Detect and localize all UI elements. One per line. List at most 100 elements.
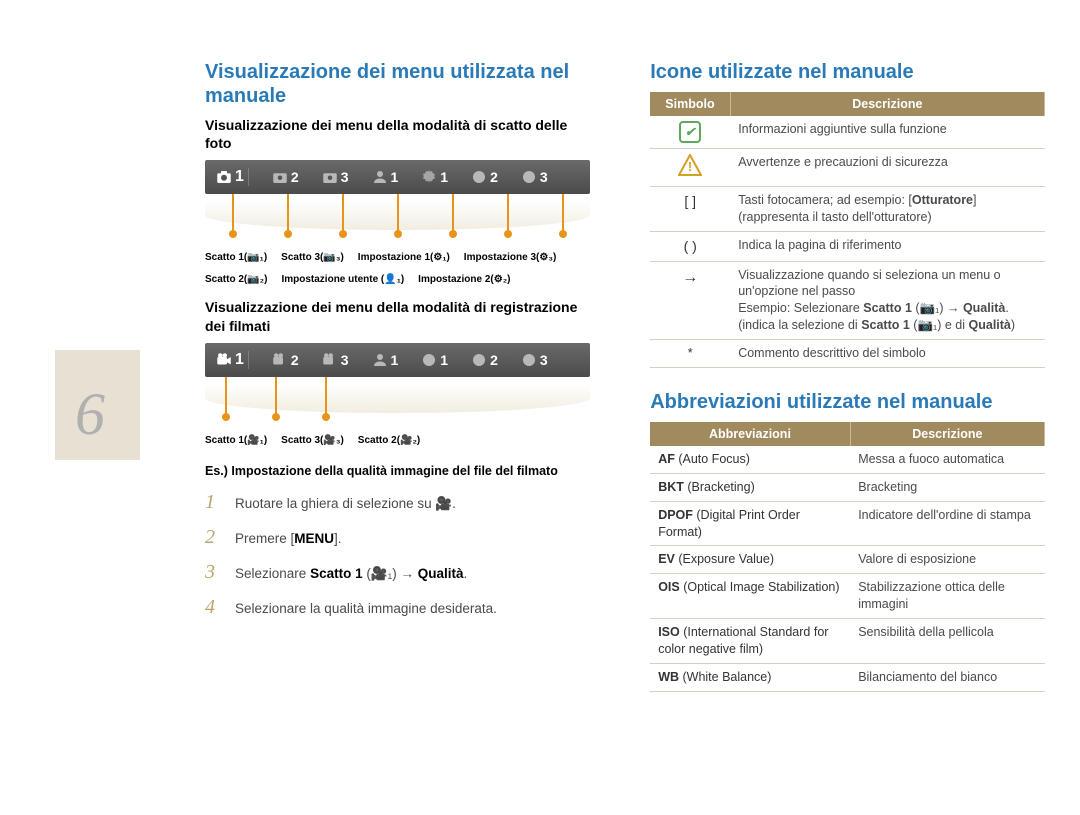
video-label: Scatto 3(🎥₃) (281, 433, 344, 449)
example-heading: Es.) Impostazione della qualità immagine… (205, 463, 590, 479)
video-pointer-row (205, 381, 590, 431)
step-number: 3 (205, 561, 221, 584)
page-number: 6 (75, 380, 105, 449)
video-menu-bar: 1 2 3 1 1 2 3 (205, 343, 590, 377)
step-text: Selezionare la qualità immagine desidera… (235, 601, 497, 616)
gear-icon (420, 351, 438, 369)
step-number: 2 (205, 526, 221, 549)
menu-item-vgear2: 2 (470, 351, 498, 369)
icons-symbol-cell: [ ] (650, 186, 730, 231)
abbrev-desc-cell: Sensibilità della pellicola (850, 619, 1044, 664)
abbrev-desc-cell: Stabilizzazione ottica delle immagini (850, 574, 1044, 619)
icons-symbol-cell: → (650, 261, 730, 340)
right-column: Icone utilizzate nel manuale Simbolo Des… (650, 60, 1045, 692)
icons-row: ! Avvertenze e precauzioni di sicurezza (650, 149, 1044, 187)
abbrev-row: AF (Auto Focus)Messa a fuoco automatica (650, 446, 1044, 473)
abbrev-cell: AF (Auto Focus) (650, 446, 850, 473)
abbrev-desc-cell: Bilanciamento del bianco (850, 663, 1044, 691)
step-item: 3 Selezionare Scatto 1 (🎥₁) → Qualità. (205, 561, 590, 584)
icons-desc-cell: Commento descrittivo del simbolo (730, 340, 1044, 368)
menu-item-vgear3: 3 (520, 351, 548, 369)
menu-item-camera2: 2 (271, 168, 299, 186)
photo-label: Scatto 2(📷₂) (205, 272, 267, 288)
abbrev-row: WB (White Balance)Bilanciamento del bian… (650, 663, 1044, 691)
photo-labels: Scatto 1(📷₁)Scatto 3(📷₃)Impostazione 1(⚙… (205, 250, 590, 288)
abbrev-row: DPOF (Digital Print Order Format)Indicat… (650, 501, 1044, 546)
step-number: 1 (205, 491, 221, 514)
icons-th-symbol: Simbolo (650, 92, 730, 116)
photo-label: Impostazione 2(⚙₂) (418, 272, 510, 288)
video-icon (215, 351, 233, 369)
menu-item-user1: 1 (371, 168, 399, 186)
step-text: Selezionare Scatto 1 (🎥₁) → Qualità. (235, 566, 467, 582)
abbrev-cell: OIS (Optical Image Stabilization) (650, 574, 850, 619)
icons-th-desc: Descrizione (730, 92, 1044, 116)
icons-row: ✔Informazioni aggiuntive sulla funzione (650, 116, 1044, 149)
icons-table: Simbolo Descrizione ✔Informazioni aggiun… (650, 92, 1045, 368)
icons-symbol-cell: ✔ (650, 116, 730, 149)
step-item: 1 Ruotare la ghiera di selezione su 🎥. (205, 491, 590, 514)
section2-heading: Visualizzazione dei menu della modalità … (205, 298, 590, 334)
photo-label: Impostazione 1(⚙₁) (358, 250, 450, 266)
abbrev-title: Abbreviazioni utilizzate nel manuale (650, 390, 1045, 414)
icons-symbol-cell: ! (650, 149, 730, 187)
video-icon (321, 351, 339, 369)
icons-desc-cell: Visualizzazione quando si seleziona un m… (730, 261, 1044, 340)
abbrev-cell: DPOF (Digital Print Order Format) (650, 501, 850, 546)
menu-item-gear1: 1 (420, 168, 448, 186)
step-text: Ruotare la ghiera di selezione su 🎥. (235, 496, 456, 512)
step-text: Premere [MENU]. (235, 531, 342, 546)
menu-item-camera3: 3 (321, 168, 349, 186)
icons-row: →Visualizzazione quando si seleziona un … (650, 261, 1044, 340)
step-item: 4 Selezionare la qualità immagine desider… (205, 596, 590, 619)
step-item: 2 Premere [MENU]. (205, 526, 590, 549)
icons-desc-cell: Tasti fotocamera; ad esempio: [Otturator… (730, 186, 1044, 231)
video-label: Scatto 1(🎥₁) (205, 433, 267, 449)
photo-label: Scatto 3(📷₃) (281, 250, 344, 266)
menu-item-video3: 3 (321, 351, 349, 369)
menu-item-camera1: 1 (215, 168, 249, 186)
icons-symbol-cell: * (650, 340, 730, 368)
gear-icon (520, 168, 538, 186)
abbrev-table: Abbreviazioni Descrizione AF (Auto Focus… (650, 422, 1045, 692)
abbrev-desc-cell: Valore di esposizione (850, 546, 1044, 574)
icons-desc-cell: Informazioni aggiuntive sulla funzione (730, 116, 1044, 149)
camera-icon (215, 168, 233, 186)
gear-icon (520, 351, 538, 369)
menu-item-gear3: 3 (520, 168, 548, 186)
menu-item-vuser1: 1 (371, 351, 399, 369)
photo-menu-bar: 1 2 3 1 1 2 3 (205, 160, 590, 194)
menu-item-vgear1: 1 (420, 351, 448, 369)
user-icon (371, 351, 389, 369)
abbrev-cell: ISO (International Standard for color ne… (650, 619, 850, 664)
svg-text:!: ! (688, 159, 692, 174)
gear-icon (420, 168, 438, 186)
icons-row: *Commento descrittivo del simbolo (650, 340, 1044, 368)
icons-row: ( )Indica la pagina di riferimento (650, 231, 1044, 261)
icons-symbol-cell: ( ) (650, 231, 730, 261)
icons-row: [ ]Tasti fotocamera; ad esempio: [Ottura… (650, 186, 1044, 231)
abbrev-desc-cell: Bracketing (850, 473, 1044, 501)
video-labels: Scatto 1(🎥₁) Scatto 3(🎥₃) Scatto 2(🎥₂) (205, 433, 590, 449)
abbrev-row: OIS (Optical Image Stabilization)Stabili… (650, 574, 1044, 619)
icons-desc-cell: Indica la pagina di riferimento (730, 231, 1044, 261)
abbrev-row: EV (Exposure Value)Valore di esposizione (650, 546, 1044, 574)
gear-icon (470, 168, 488, 186)
video-icon (271, 351, 289, 369)
content: Visualizzazione dei menu utilizzata nel … (205, 60, 1045, 692)
menu-item-gear2: 2 (470, 168, 498, 186)
left-title: Visualizzazione dei menu utilizzata nel … (205, 60, 590, 108)
step-number: 4 (205, 596, 221, 619)
icons-title: Icone utilizzate nel manuale (650, 60, 1045, 84)
abbrev-desc-cell: Indicatore dell'ordine di stampa (850, 501, 1044, 546)
photo-label: Impostazione 3(⚙₃) (464, 250, 557, 266)
abbrev-cell: WB (White Balance) (650, 663, 850, 691)
user-icon (371, 168, 389, 186)
menu-item-video1: 1 (215, 351, 249, 369)
icons-desc-cell: Avvertenze e precauzioni di sicurezza (730, 149, 1044, 187)
video-label: Scatto 2(🎥₂) (358, 433, 420, 449)
gear-icon (470, 351, 488, 369)
section1-heading: Visualizzazione dei menu della modalità … (205, 116, 590, 152)
camera-icon (271, 168, 289, 186)
abbrev-desc-cell: Messa a fuoco automatica (850, 446, 1044, 473)
